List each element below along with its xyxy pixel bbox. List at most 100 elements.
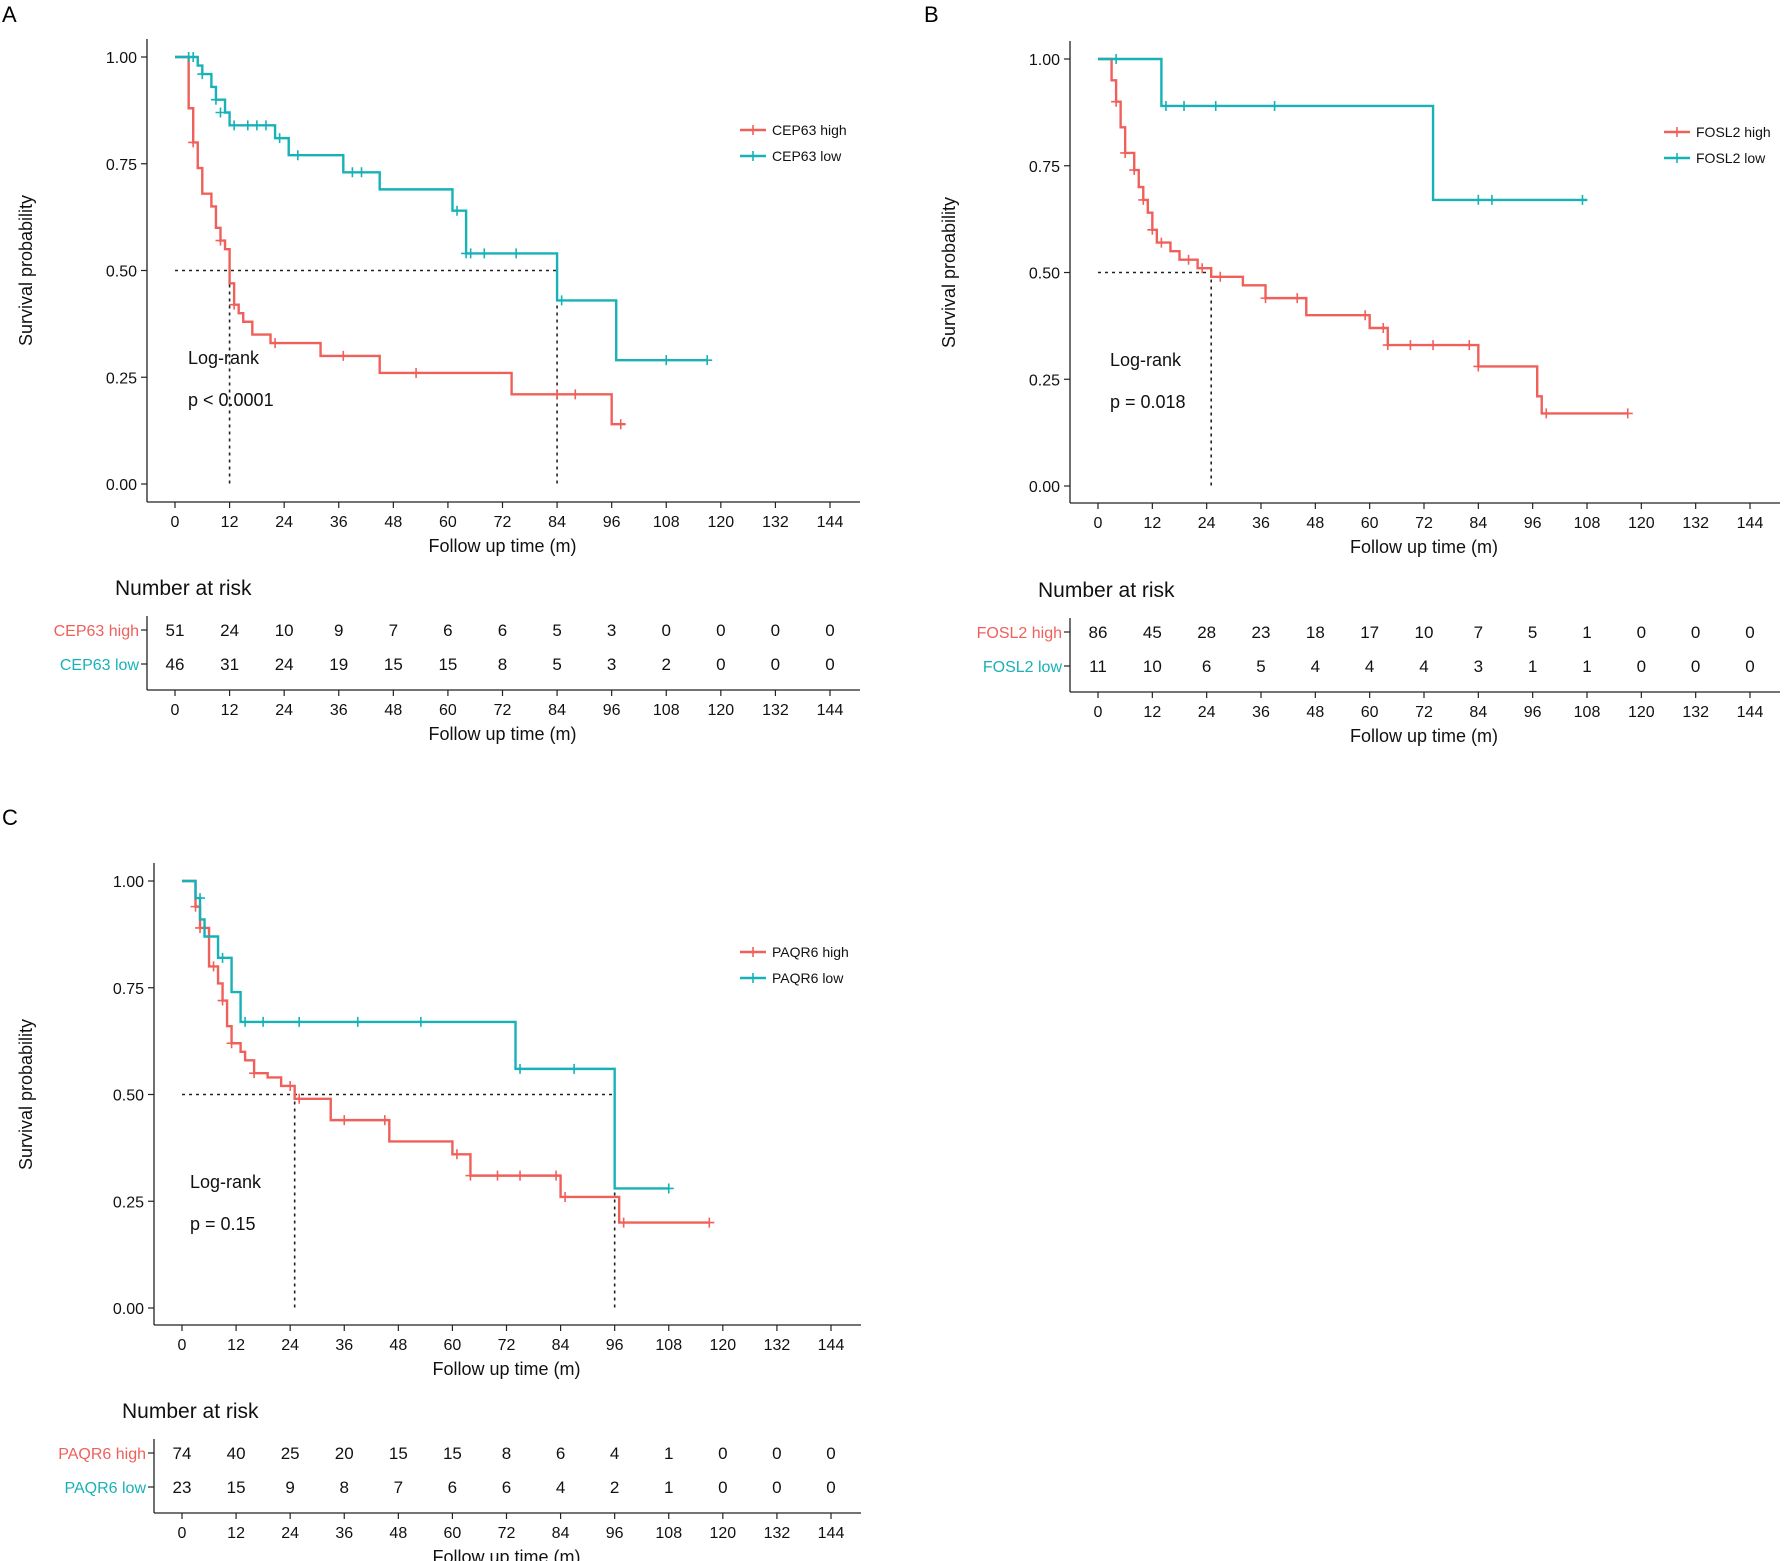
risk-x-tick-label: 84: [1469, 704, 1487, 721]
risk-count: 8: [340, 1478, 349, 1497]
risk-count: 45: [1143, 623, 1162, 642]
risk-x-tick-label: 108: [653, 702, 680, 719]
risk-count: 8: [502, 1444, 511, 1463]
risk-count: 7: [389, 621, 398, 640]
risk-row-label: PAQR6 low: [64, 1480, 146, 1497]
y-axis-title: Survival probability: [939, 197, 959, 348]
x-tick-label: 60: [1361, 515, 1379, 532]
risk-count: 51: [166, 621, 185, 640]
risk-count: 4: [1311, 657, 1320, 676]
y-axis-title: Survival probability: [16, 195, 36, 346]
risk-count: 20: [335, 1444, 354, 1463]
x-tick-label: 132: [1682, 515, 1709, 532]
risk-x-tick-label: 0: [1094, 704, 1103, 721]
censor-mark: [217, 995, 228, 1006]
risk-x-tick-label: 132: [764, 1525, 791, 1542]
risk-count: 9: [285, 1478, 294, 1497]
risk-count: 10: [275, 621, 294, 640]
risk-count: 4: [610, 1444, 619, 1463]
y-tick-label: 0.50: [113, 1088, 144, 1105]
panel-c: C0.000.250.500.751.000 12 24 36 48 60 72 84 96 10…: [2, 805, 861, 1561]
censor-mark: [1464, 340, 1475, 351]
censor-mark: [1378, 323, 1389, 334]
risk-x-tick-label: 120: [1628, 704, 1655, 721]
censor-mark: [1138, 194, 1149, 205]
x-tick-label: 36: [330, 514, 348, 531]
risk-count: 6: [498, 621, 507, 640]
x-tick-label: 72: [494, 514, 512, 531]
risk-count: 10: [1415, 623, 1434, 642]
x-tick-label: 108: [1574, 515, 1601, 532]
risk-count: 3: [607, 621, 616, 640]
risk-count: 2: [610, 1478, 619, 1497]
risk-count: 5: [552, 621, 561, 640]
risk-count: 1: [1528, 657, 1537, 676]
x-tick-label: 108: [653, 514, 680, 531]
censor-mark: [229, 299, 240, 310]
censor-mark: [258, 1016, 269, 1027]
censor-mark: [551, 1170, 562, 1181]
legend-label: CEP63 high: [772, 122, 847, 138]
censor-mark: [1156, 237, 1167, 248]
censor-mark: [270, 338, 281, 349]
y-tick-label: 0.25: [1029, 372, 1060, 389]
panel-a: A0.000.250.500.751.000 12 24 36 48 60 72 84 96 10…: [2, 2, 860, 744]
censor-mark: [188, 137, 199, 148]
censor-mark: [347, 167, 358, 178]
risk-count: 9: [334, 621, 343, 640]
risk-count: 0: [771, 621, 780, 640]
censor-mark: [1486, 194, 1497, 205]
risk-count: 0: [1637, 657, 1646, 676]
risk-count: 1: [1582, 623, 1591, 642]
log-rank-label: Log-rank: [1110, 350, 1182, 370]
censor-mark: [1120, 147, 1131, 158]
risk-count: 0: [718, 1444, 727, 1463]
risk-row-label: FOSL2 low: [983, 659, 1063, 676]
censor-mark: [1179, 100, 1190, 111]
survival-curve-high: [182, 879, 710, 1224]
censor-mark: [451, 1149, 462, 1160]
x-tick-label: 96: [603, 514, 621, 531]
censor-mark: [663, 1183, 674, 1194]
risk-row-label: CEP63 low: [60, 657, 140, 674]
censor-mark: [515, 1170, 526, 1181]
risk-x-tick-label: 24: [275, 702, 293, 719]
risk-count: 4: [1419, 657, 1428, 676]
x-axis-title: Follow up time (m): [1350, 537, 1498, 557]
risk-count: 15: [389, 1444, 408, 1463]
x-tick-label: 72: [1415, 515, 1433, 532]
censor-mark: [618, 1217, 629, 1228]
x-tick-label: 0: [171, 514, 180, 531]
censor-mark: [338, 350, 349, 361]
y-tick-label: 0.25: [113, 1194, 144, 1211]
risk-x-tick-label: 24: [281, 1525, 299, 1542]
censor-mark: [1360, 310, 1371, 321]
risk-x-tick-label: 12: [221, 702, 239, 719]
x-axis-title: Follow up time (m): [432, 1359, 580, 1379]
risk-row-label: PAQR6 high: [58, 1446, 146, 1463]
risk-count: 6: [502, 1478, 511, 1497]
risk-count: 11: [1089, 657, 1107, 676]
censor-mark: [1210, 100, 1221, 111]
risk-count: 0: [772, 1444, 781, 1463]
censor-mark: [465, 1170, 476, 1181]
risk-x-tick-label: 144: [818, 1525, 845, 1542]
risk-count: 8: [498, 655, 507, 674]
censor-mark: [226, 1038, 237, 1049]
censor-mark: [1292, 293, 1303, 304]
x-tick-label: 0: [1094, 515, 1103, 532]
censor-mark: [208, 961, 219, 972]
risk-count: 3: [607, 655, 616, 674]
risk-count: 40: [227, 1444, 246, 1463]
risk-count: 4: [1365, 657, 1374, 676]
risk-count: 0: [1691, 623, 1700, 642]
risk-count: 24: [220, 621, 239, 640]
censor-mark: [1577, 194, 1588, 205]
risk-x-tick-label: 96: [1524, 704, 1542, 721]
panel-label: C: [2, 805, 18, 830]
censor-mark: [1260, 293, 1271, 304]
risk-x-tick-label: 108: [655, 1525, 682, 1542]
risk-x-tick-label: 144: [1737, 704, 1764, 721]
censor-mark: [274, 133, 285, 144]
y-tick-label: 0.00: [113, 1301, 144, 1318]
